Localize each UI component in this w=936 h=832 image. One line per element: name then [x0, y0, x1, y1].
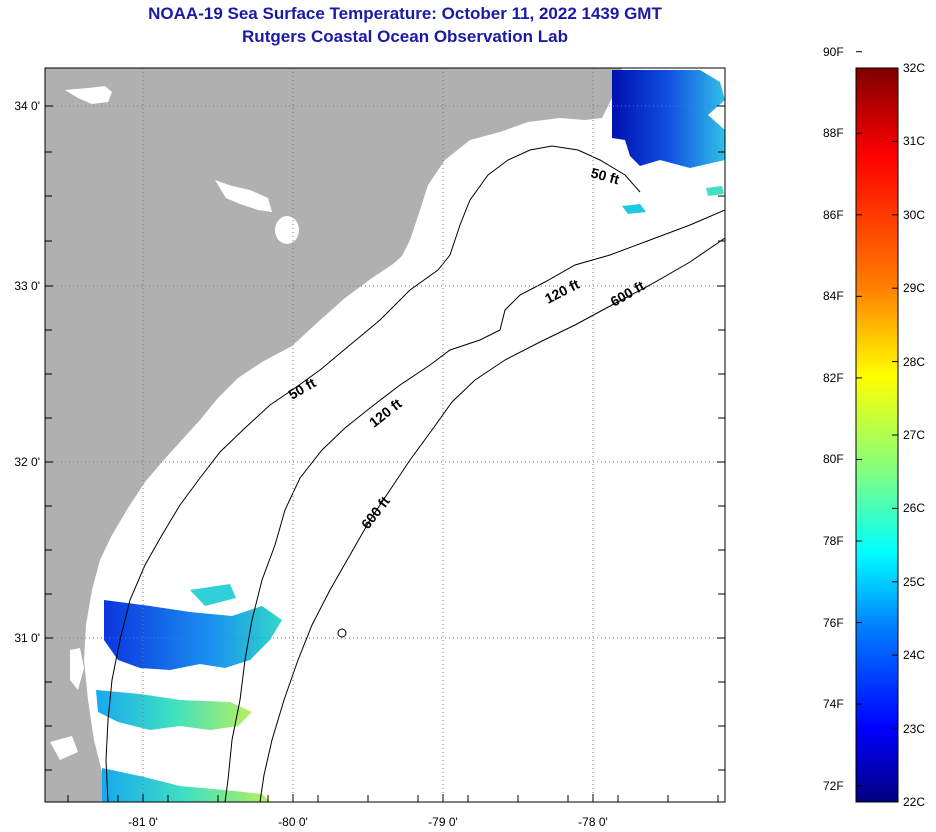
land-patch: [50, 736, 78, 760]
tick-marks: [45, 105, 725, 802]
colorbar-label-f: 86F: [823, 207, 844, 222]
contour-600ft: [259, 237, 725, 802]
colorbar-label-c: 27C: [903, 428, 926, 442]
lat-label: 33 0': [14, 279, 40, 293]
colorbar-label-c: 30C: [903, 207, 926, 222]
map-title: NOAA-19 Sea Surface Temperature: October…: [148, 4, 662, 23]
map-frame: [44, 67, 726, 803]
sst-patch: [622, 204, 646, 214]
colorbar-label-c: 29C: [903, 281, 926, 296]
colorbar-label-c: 25C: [903, 574, 926, 589]
colorbar-label-c: 31C: [903, 134, 926, 149]
land-patch: [215, 180, 272, 212]
colorbar-label-f: 90F: [823, 44, 844, 59]
lon-label: -78 0': [578, 815, 608, 829]
colorbar-ticks: [856, 51, 898, 803]
colorbar-label-f: 88F: [823, 126, 844, 141]
lon-label: -80 0': [278, 815, 308, 829]
sst-patch: [612, 70, 725, 168]
colorbar-label-f: 76F: [823, 615, 844, 630]
lat-label: 31 0': [14, 631, 40, 645]
contour-50ft: [105, 145, 641, 802]
colorbar-label-c: 24C: [903, 648, 926, 663]
colorbar-label-f: 72F: [823, 778, 844, 793]
sst-patch: [706, 186, 724, 196]
colorbar: [855, 67, 899, 803]
contour-label-50ft-north: 50 ft: [589, 164, 621, 187]
lat-label: 34 0': [14, 99, 40, 113]
land-patch: [65, 86, 112, 104]
colorbar-label-f: 84F: [823, 289, 844, 304]
sst-patch: [102, 768, 270, 802]
sst-patch: [190, 584, 236, 606]
colorbar-label-f: 80F: [823, 452, 844, 467]
map-subtitle: Rutgers Coastal Ocean Observation Lab: [242, 27, 568, 46]
colorbar-label-f: 74F: [823, 697, 844, 712]
lon-label: -81 0': [128, 815, 158, 829]
colorbar-label-f: 78F: [823, 534, 844, 549]
lat-label: 32 0': [14, 455, 40, 469]
contour-600ft-loop: [337, 628, 347, 638]
land-patch: [275, 216, 299, 244]
colorbar-label-f: 82F: [823, 370, 844, 385]
sst-patch: [96, 690, 252, 730]
colorbar-label-c: 28C: [903, 354, 926, 369]
colorbar-label-c: 32C: [903, 61, 926, 75]
colorbar-label-c: 26C: [903, 501, 926, 516]
lon-label: -79 0': [428, 815, 458, 829]
grid-lines: [45, 68, 725, 802]
land-mass: [45, 68, 622, 802]
sst-patch: [104, 600, 282, 670]
land-patch: [70, 648, 84, 690]
colorbar-label-c: 23C: [903, 721, 926, 736]
contour-120ft: [224, 209, 725, 802]
colorbar-label-c: 22C: [903, 795, 926, 809]
